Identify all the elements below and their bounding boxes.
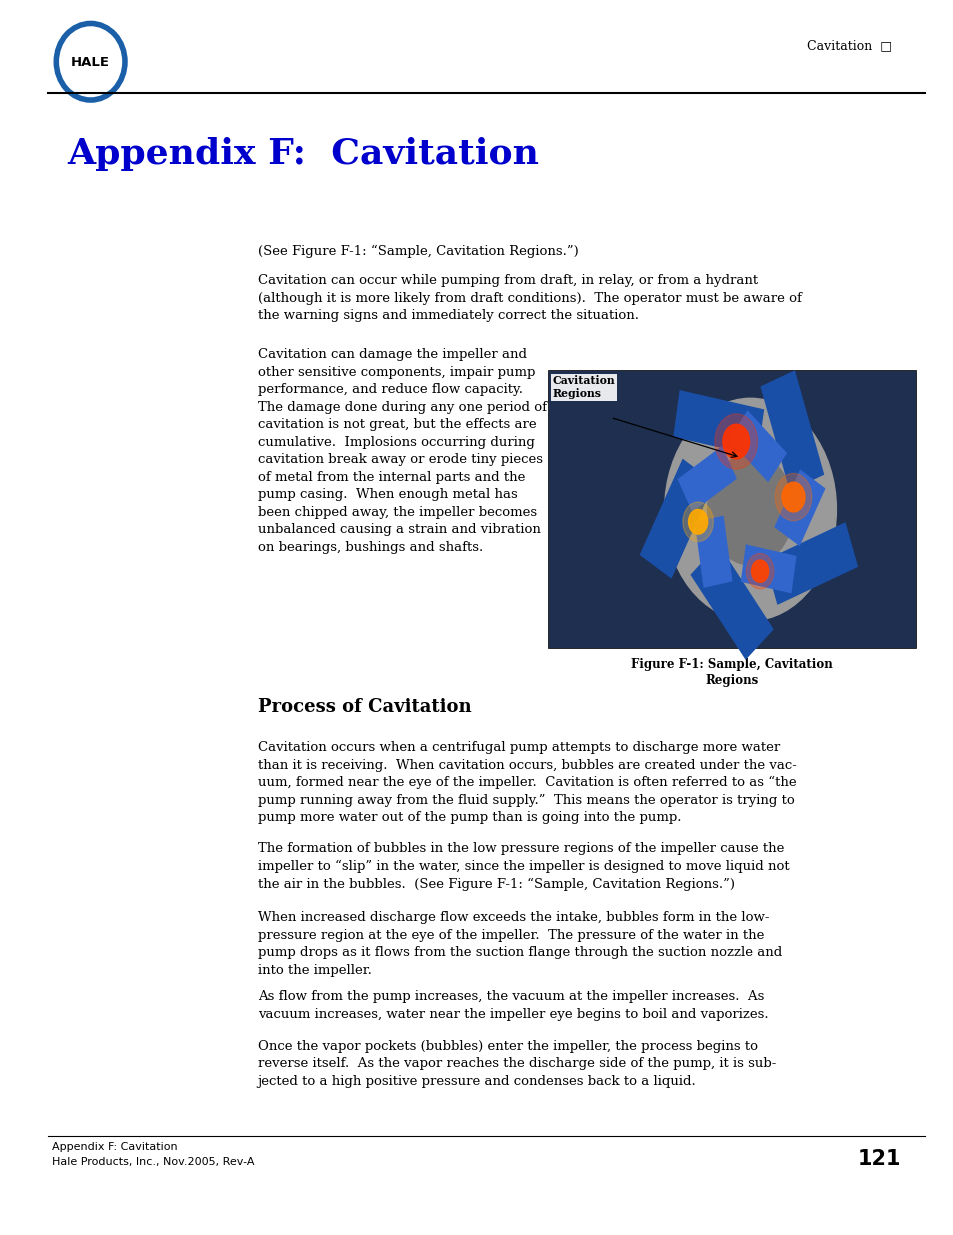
- Circle shape: [714, 414, 757, 469]
- Polygon shape: [774, 469, 824, 546]
- Text: Appendix F: Cavitation: Appendix F: Cavitation: [52, 1142, 178, 1152]
- Circle shape: [775, 473, 811, 521]
- Polygon shape: [764, 522, 857, 605]
- Text: (See Figure F-1: “Sample, Cavitation Regions.”): (See Figure F-1: “Sample, Cavitation Reg…: [257, 245, 578, 258]
- Circle shape: [682, 503, 713, 541]
- Text: Cavitation can occur while pumping from draft, in relay, or from a hydrant
(alth: Cavitation can occur while pumping from …: [257, 274, 801, 322]
- Circle shape: [707, 453, 793, 566]
- Text: The formation of bubbles in the low pressure regions of the impeller cause the
i: The formation of bubbles in the low pres…: [257, 842, 788, 890]
- Circle shape: [722, 425, 749, 458]
- Text: Appendix F:  Cavitation: Appendix F: Cavitation: [67, 137, 538, 172]
- Circle shape: [751, 561, 768, 583]
- Polygon shape: [639, 458, 714, 579]
- Polygon shape: [740, 545, 796, 593]
- Text: Hale Products, Inc., Nov.2005, Rev-A: Hale Products, Inc., Nov.2005, Rev-A: [52, 1157, 254, 1167]
- Text: Cavitation  □: Cavitation □: [806, 40, 891, 52]
- Text: HALE: HALE: [71, 57, 110, 69]
- Text: Once the vapor pockets (bubbles) enter the impeller, the process begins to
rever: Once the vapor pockets (bubbles) enter t…: [257, 1040, 775, 1088]
- Circle shape: [781, 482, 804, 513]
- Circle shape: [745, 553, 773, 589]
- Bar: [548, 370, 915, 648]
- Polygon shape: [728, 410, 786, 483]
- Polygon shape: [673, 390, 763, 456]
- Text: Cavitation can damage the impeller and
other sensitive components, impair pump
p: Cavitation can damage the impeller and o…: [257, 348, 546, 553]
- Bar: [548, 370, 915, 648]
- Text: 121: 121: [857, 1149, 901, 1168]
- Circle shape: [664, 398, 836, 621]
- Text: When increased discharge flow exceeds the intake, bubbles form in the low-
press: When increased discharge flow exceeds th…: [257, 911, 781, 977]
- Circle shape: [688, 509, 707, 535]
- Text: As flow from the pump increases, the vacuum at the impeller increases.  As
vacuu: As flow from the pump increases, the vac…: [257, 990, 767, 1021]
- Ellipse shape: [66, 36, 115, 88]
- Polygon shape: [760, 370, 823, 492]
- Polygon shape: [690, 545, 773, 659]
- Polygon shape: [694, 515, 732, 588]
- Text: Cavitation occurs when a centrifugal pump attempts to discharge more water
than : Cavitation occurs when a centrifugal pum…: [257, 741, 796, 824]
- Text: Process of Cavitation: Process of Cavitation: [257, 698, 471, 716]
- Polygon shape: [677, 446, 736, 513]
- Text: Figure F-1: Sample, Cavitation
Regions: Figure F-1: Sample, Cavitation Regions: [631, 658, 832, 687]
- Text: Cavitation
Regions: Cavitation Regions: [552, 375, 615, 399]
